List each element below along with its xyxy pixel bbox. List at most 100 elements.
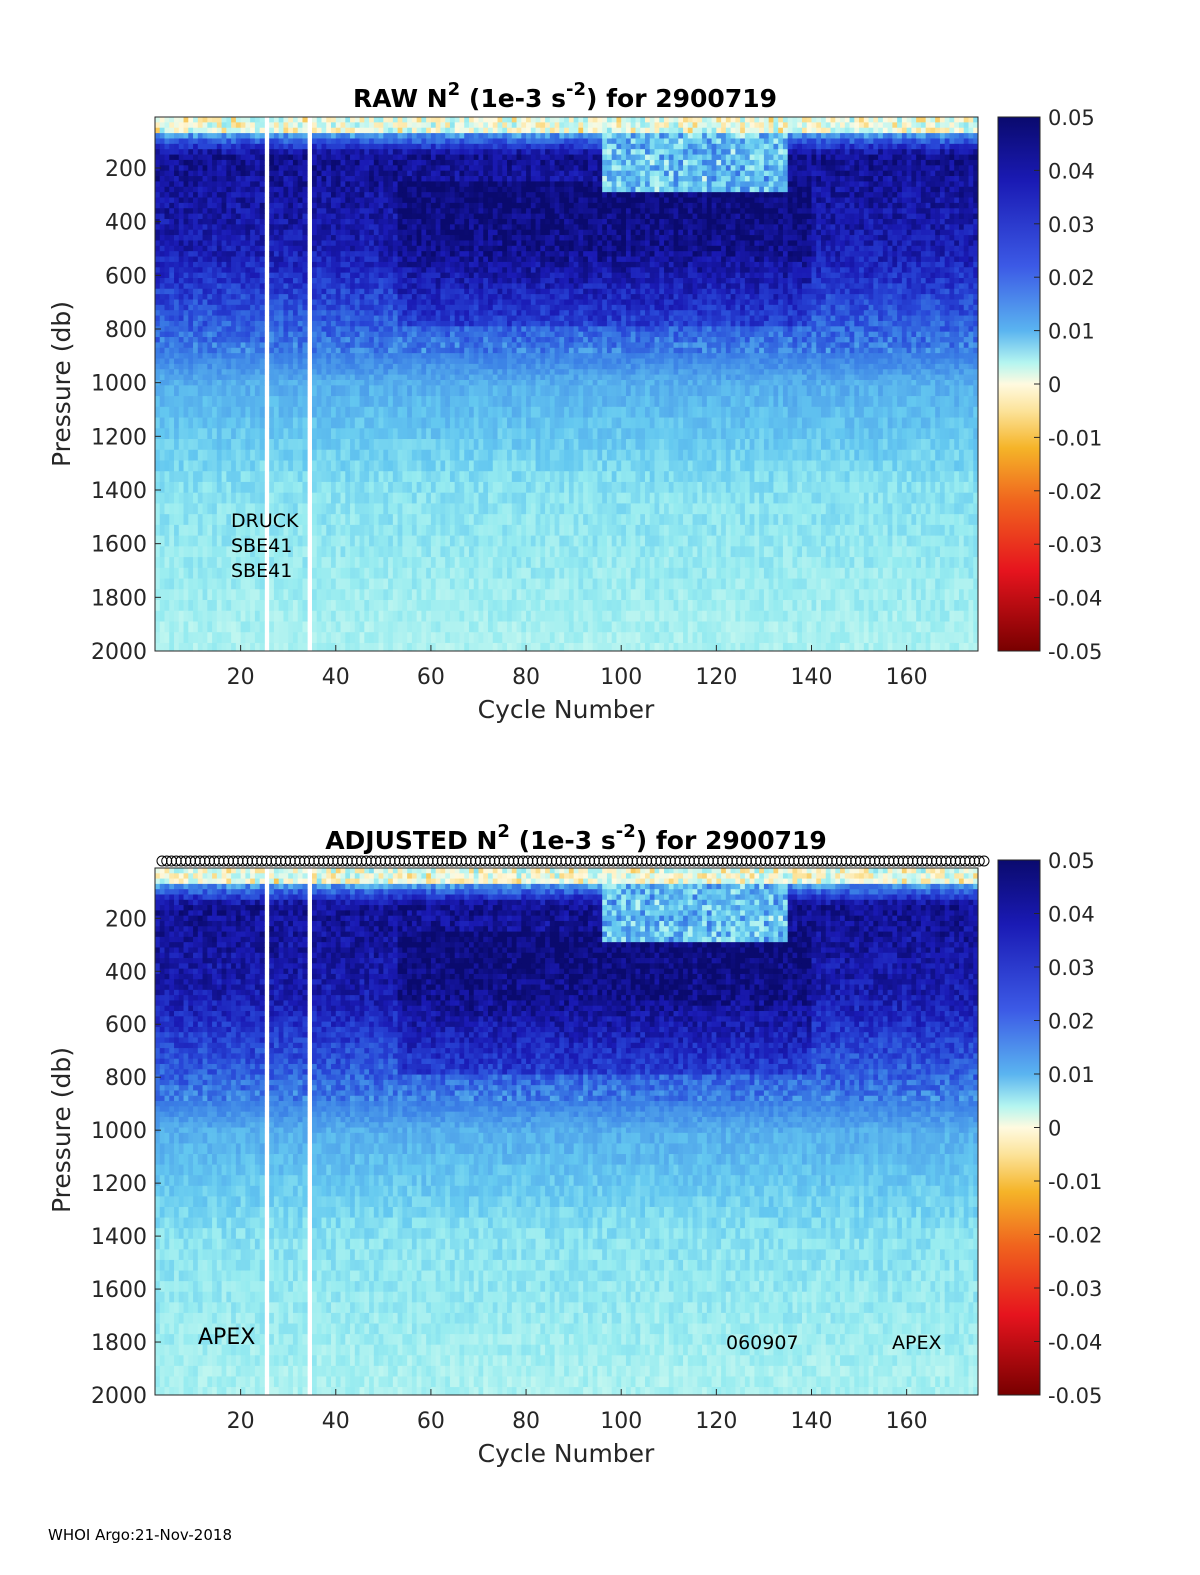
heatmap-cell	[217, 546, 222, 557]
heatmap-cell	[331, 369, 336, 375]
heatmap-cell	[379, 375, 384, 381]
heatmap-cell	[184, 208, 189, 214]
heatmap-cell	[236, 278, 241, 284]
heatmap-cell	[260, 198, 265, 204]
heatmap-cell	[179, 471, 184, 482]
heatmap-cell	[269, 155, 274, 161]
heatmap-cell	[336, 332, 341, 338]
heatmap-cell	[317, 117, 322, 123]
heatmap-cell	[250, 198, 255, 204]
heatmap-cell	[198, 514, 203, 525]
heatmap-cell	[293, 181, 298, 187]
heatmap-cell	[155, 439, 160, 450]
heatmap-cell	[207, 219, 212, 225]
heatmap-cell	[241, 262, 246, 268]
heatmap-cell	[355, 418, 360, 429]
heatmap-cell	[165, 450, 170, 461]
heatmap-cell	[279, 428, 284, 439]
heatmap-cell	[174, 257, 179, 263]
heatmap-cell	[193, 407, 198, 418]
heatmap-cell	[169, 165, 174, 171]
heatmap-cell	[336, 251, 341, 257]
heatmap-cell	[341, 375, 346, 381]
heatmap-cell	[341, 192, 346, 198]
heatmap-cell	[326, 149, 331, 155]
heatmap-cell	[198, 289, 203, 295]
heatmap-cell	[369, 310, 374, 316]
heatmap-cell	[255, 192, 260, 198]
heatmap-cell	[184, 503, 189, 514]
heatmap-cell	[236, 471, 241, 482]
heatmap-cell	[379, 224, 384, 230]
heatmap-cell	[374, 208, 379, 214]
heatmap-cell	[317, 359, 322, 365]
heatmap-cell	[360, 428, 365, 439]
heatmap-cell	[326, 246, 331, 252]
heatmap-cell	[169, 493, 174, 504]
heatmap-cell	[169, 353, 174, 359]
heatmap-cell	[212, 224, 217, 230]
heatmap-cell	[317, 450, 322, 461]
heatmap-cell	[165, 278, 170, 284]
heatmap-cell	[369, 396, 374, 407]
heatmap-cell	[350, 224, 355, 230]
heatmap-cell	[283, 589, 288, 600]
heatmap-cell	[269, 611, 274, 622]
heatmap-cell	[231, 632, 236, 643]
heatmap-cell	[179, 407, 184, 418]
heatmap-cell	[312, 369, 317, 375]
heatmap-cell	[188, 396, 193, 407]
heatmap-cell	[231, 471, 236, 482]
heatmap-cell	[184, 396, 189, 407]
heatmap-cell	[302, 643, 307, 651]
heatmap-cell	[179, 342, 184, 348]
heatmap-cell	[236, 117, 241, 123]
heatmap-cell	[369, 283, 374, 289]
heatmap-cell	[293, 198, 298, 204]
heatmap-cell	[341, 262, 346, 268]
heatmap-cell	[269, 305, 274, 311]
heatmap-cell	[269, 251, 274, 257]
heatmap-cell	[364, 600, 369, 611]
heatmap-cell	[245, 192, 250, 198]
heatmap-cell	[174, 332, 179, 338]
heatmap-cell	[374, 536, 379, 547]
heatmap-cell	[188, 321, 193, 327]
heatmap-cell	[341, 621, 346, 632]
heatmap-cell	[326, 155, 331, 161]
heatmap-cell	[317, 160, 322, 166]
heatmap-cell	[198, 359, 203, 365]
heatmap-cell	[207, 246, 212, 252]
heatmap-cell	[269, 128, 274, 134]
heatmap-cell	[188, 214, 193, 220]
heatmap-cell	[279, 214, 284, 220]
heatmap-cell	[226, 332, 231, 338]
heatmap-cell	[355, 407, 360, 418]
heatmap-cell	[236, 342, 241, 348]
heatmap-cell	[369, 155, 374, 161]
heatmap-cell	[193, 600, 198, 611]
heatmap-cell	[302, 428, 307, 439]
heatmap-cell	[298, 579, 303, 590]
heatmap-cell	[364, 246, 369, 252]
heatmap-cell	[241, 632, 246, 643]
heatmap-cell	[360, 160, 365, 166]
heatmap-cell	[293, 396, 298, 407]
heatmap-cell	[165, 267, 170, 273]
heatmap-cell	[255, 589, 260, 600]
heatmap-cell	[336, 176, 341, 182]
heatmap-cell	[374, 181, 379, 187]
heatmap-cell	[193, 525, 198, 536]
heatmap-cell	[193, 235, 198, 241]
heatmap-cell	[293, 348, 298, 354]
heatmap-cell	[293, 171, 298, 177]
heatmap-cell	[179, 514, 184, 525]
heatmap-cell	[203, 364, 208, 370]
heatmap-cell	[160, 224, 165, 230]
heatmap-cell	[184, 385, 189, 396]
heatmap-cell	[193, 546, 198, 557]
heatmap-cell	[274, 181, 279, 187]
heatmap-cell	[317, 380, 322, 386]
heatmap-cell	[169, 380, 174, 386]
heatmap-cell	[165, 369, 170, 375]
